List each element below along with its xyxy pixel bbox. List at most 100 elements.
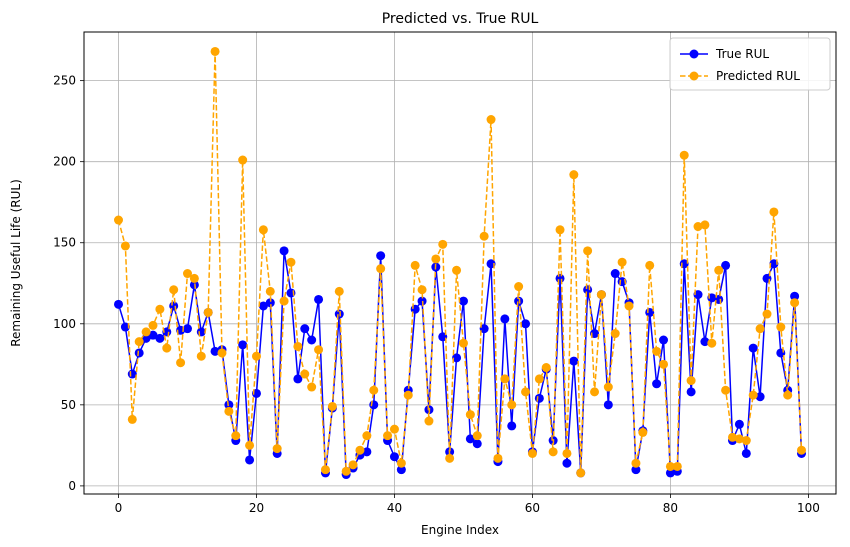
predicted-rul-point [114,215,123,225]
predicted-rul-point [293,341,303,351]
true-rul-point [155,333,165,343]
predicted-rul-point [583,246,593,256]
x-tick-label: 80 [663,501,678,515]
predicted-rul-point [120,241,130,251]
predicted-rul-point [334,286,344,296]
axis-ticks: 0 20 40 60 80 100 0 50 100 150 200 250 [53,74,820,515]
predicted-rul-point [755,324,765,334]
predicted-rul-point [514,282,524,292]
predicted-rul-point [148,320,158,330]
true-rul-point [472,439,482,449]
predicted-rul-point [210,46,220,56]
true-rul-point [569,356,579,366]
predicted-rul-point [783,390,793,400]
predicted-rul-point [424,416,434,426]
y-tick-label: 250 [53,74,76,88]
predicted-rul-point [534,374,544,384]
true-rul-point [452,353,462,363]
true-rul-point [659,335,669,345]
predicted-rul-point [176,358,186,368]
true-rul-point [521,319,531,329]
predicted-rul-point [169,285,179,295]
x-axis-label: Engine Index [421,523,499,537]
predicted-rul-point [562,448,572,458]
predicted-rul-point [527,448,537,458]
true-rul-point [376,251,386,261]
predicted-rul-point [548,447,558,457]
legend-true-rul-marker [689,49,699,59]
true-rul-point [603,400,613,410]
predicted-rul-point [714,265,724,275]
predicted-rul-point [182,269,192,279]
predicted-rul-point [631,458,641,468]
true-rul-point [134,348,144,358]
legend-predicted-rul-label: Predicted RUL [716,69,800,83]
true-rul-point [314,294,324,304]
true-rul-point [721,260,731,270]
true-rul-point [748,343,758,353]
true-rul-point [148,330,158,340]
x-tick-label: 0 [115,501,123,515]
predicted-rul-point [507,400,517,410]
legend: True RUL Predicted RUL [669,37,831,91]
true-rul-point [631,465,641,475]
predicted-rul-point [569,170,579,180]
predicted-rul-point [155,304,165,314]
true-rul-line [117,250,803,477]
predicted-rul-point [762,309,772,319]
true-rul-point [700,337,710,347]
y-axis-label: Remaining Useful Life (RUL) [9,179,23,347]
predicted-rul-point [741,436,751,446]
predicted-rul-point [500,374,510,384]
true-rul-point [245,455,255,465]
predicted-rul-point [576,468,586,478]
true-rul-point [169,301,179,311]
predicted-rul-point [362,431,372,441]
legend-box [669,37,831,91]
predicted-rul-point [141,327,151,337]
true-rul-point [120,322,130,332]
predicted-rul-point [286,257,296,267]
predicted-rul-point [479,231,489,241]
predicted-rul-point [203,307,213,317]
predicted-rul-point [265,286,275,296]
predicted-rul-point [445,453,455,463]
true-rul-point [307,335,317,345]
predicted-rul-point [721,385,731,395]
predicted-rul-point [245,440,255,450]
series-layer [114,46,806,480]
y-tick-label: 0 [68,479,76,493]
true-rul-point [458,296,468,306]
x-tick-label: 40 [387,501,402,515]
predicted-rul-point [728,432,738,442]
predicted-rul-point [217,348,227,358]
predicted-rul-point [417,285,427,295]
grid-lines [84,32,836,494]
predicted-rul-point [672,461,682,471]
true-rul-point [514,296,524,306]
true-rul-point [396,465,406,475]
predicted-rul-point [438,239,448,249]
predicted-rul-line [117,51,803,473]
predicted-rul-point [389,424,399,434]
x-tick-label: 100 [797,501,820,515]
true-rul-point [389,452,399,462]
predicted-rul-point [486,115,496,125]
true-rul-point [369,400,379,410]
predicted-rul-point [162,343,172,353]
predicted-rul-point [279,296,289,306]
true-rul-point [686,387,696,397]
predicted-rul-point [320,465,330,475]
predicted-rul-point [700,220,710,230]
predicted-rul-point [458,338,468,348]
true-rul-point [652,379,662,389]
true-rul-point [534,393,544,403]
predicted-rul-point [383,431,393,441]
predicted-rul-point [314,345,324,355]
true-rul-point [583,285,593,295]
predicted-rul-point [189,273,199,283]
predicted-rul-point [452,265,462,275]
predicted-rul-point [617,257,627,267]
predicted-rul-point [376,264,386,274]
predicted-rul-point [251,351,261,361]
